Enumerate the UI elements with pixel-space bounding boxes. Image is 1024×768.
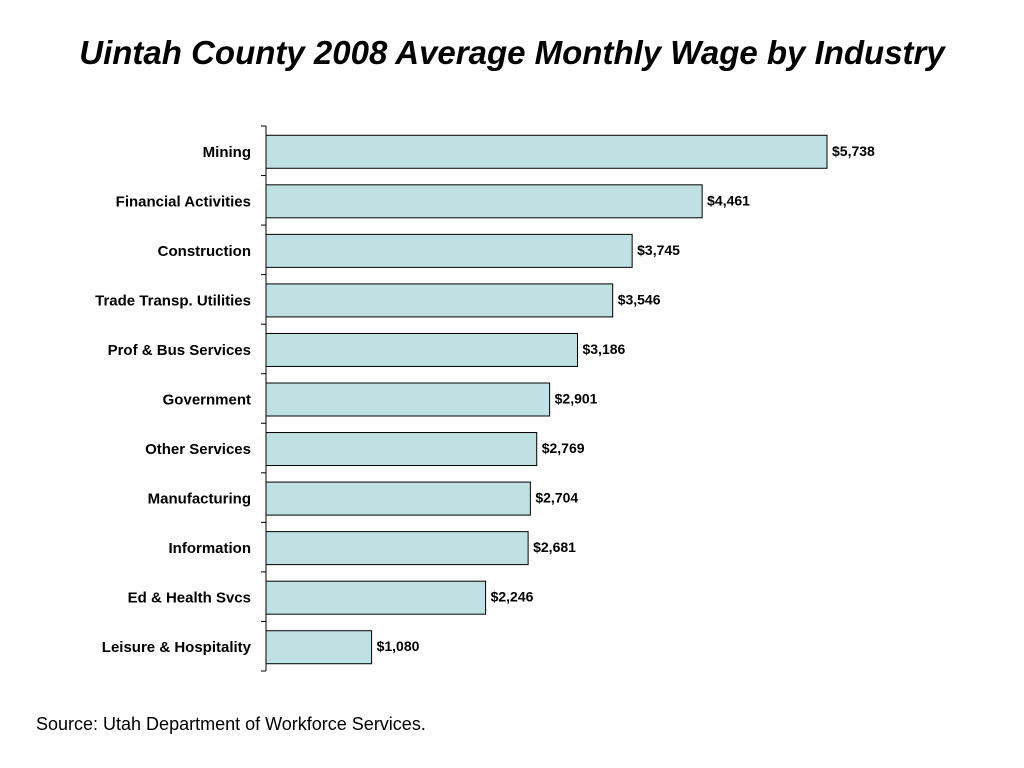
bar: [265, 233, 633, 268]
category-label: Leisure & Hospitality: [102, 639, 252, 656]
value-label: $5,738: [832, 143, 875, 159]
category-label: Ed & Health Svcs: [128, 590, 251, 607]
value-label: $3,745: [637, 242, 680, 258]
labels-layer: Mining $5,738 Financial Activities $4,461 Co…: [95, 143, 875, 656]
bar: [265, 630, 373, 665]
bar: [265, 134, 828, 169]
value-label: $3,186: [582, 341, 625, 357]
bar: [265, 481, 531, 516]
axis-layer: [261, 125, 267, 672]
category-label: Manufacturing: [148, 491, 251, 508]
category-label: Government: [163, 392, 251, 409]
value-label: $4,461: [707, 192, 750, 208]
category-label: Information: [169, 540, 252, 557]
bar: [265, 531, 529, 566]
value-label: $1,080: [377, 638, 420, 654]
value-label: $2,246: [491, 589, 534, 605]
bars-layer: [265, 134, 828, 665]
source-note: Source: Utah Department of Workforce Ser…: [36, 714, 426, 734]
category-label: Other Services: [145, 441, 251, 458]
category-label: Prof & Bus Services: [108, 342, 251, 359]
category-label: Trade Transp. Utilities: [95, 292, 251, 309]
bar: [265, 283, 614, 318]
chart-title: Uintah County 2008 Average Monthly Wage …: [79, 34, 945, 71]
value-label: $2,901: [555, 391, 598, 407]
category-label: Mining: [203, 144, 251, 161]
value-label: $2,769: [542, 440, 585, 456]
bar: [265, 580, 487, 615]
category-label: Construction: [158, 243, 251, 260]
bar: [265, 184, 703, 219]
value-label: $3,546: [618, 291, 661, 307]
category-label: Financial Activities: [116, 193, 251, 210]
bar: [265, 432, 538, 467]
bar: [265, 332, 578, 367]
value-label: $2,681: [533, 539, 576, 555]
value-label: $2,704: [535, 490, 578, 506]
bar: [265, 382, 551, 417]
